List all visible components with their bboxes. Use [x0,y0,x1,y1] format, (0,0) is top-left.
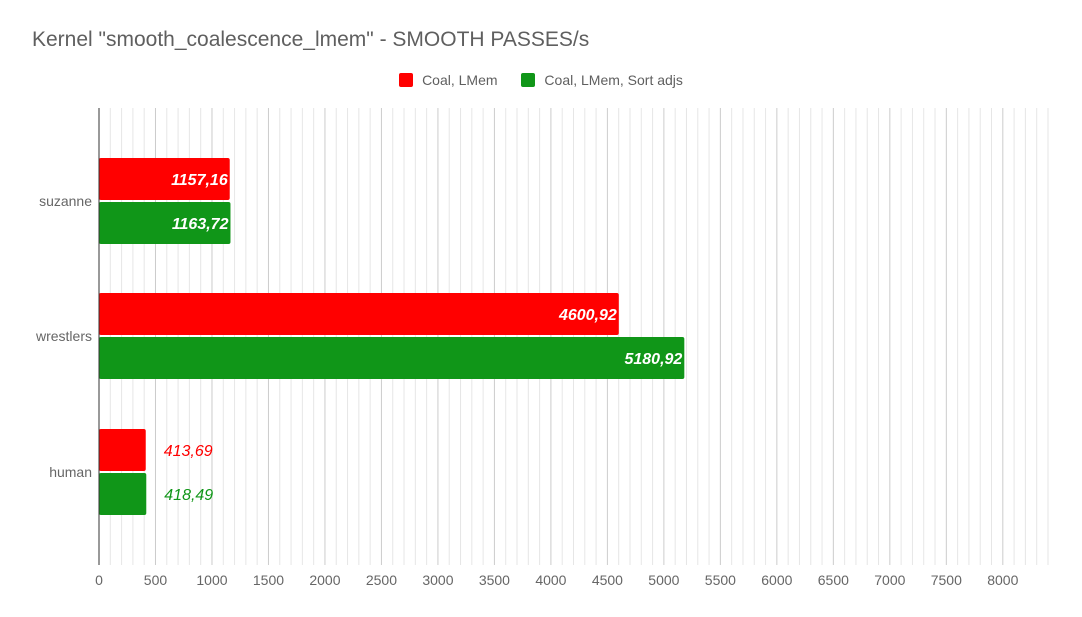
x-tick-label-7: 3500 [479,572,510,588]
bar-wrestlers-series-1 [99,293,619,335]
legend-swatch-series-1 [399,73,414,87]
data-label-wrestlers-series-1: 4600,92 [558,307,617,324]
chart-title: Kernel "smooth_coalescence_lmem" - SMOOT… [32,28,590,51]
legend-item-series-1[interactable]: Coal, LMem [399,72,498,88]
legend-label-series-2: Coal, LMem, Sort adjs [544,72,683,88]
bar-suzanne-series-1 [99,158,230,200]
data-label-wrestlers-series-2: 5180,92 [624,351,682,368]
category-label-human: human [49,464,92,480]
legend: Coal, LMem Coal, LMem, Sort adjs [0,72,1082,90]
x-tick-label-9: 4500 [592,572,623,588]
x-tick-label-11: 5500 [705,572,736,588]
x-tick-label-0: 0 [95,572,103,588]
x-tick-label-5: 2500 [366,572,397,588]
data-label-human-series-1: 413,69 [164,443,213,460]
x-tick-label-10: 5000 [648,572,679,588]
legend-label-series-1: Coal, LMem [422,72,498,88]
bar-human-series-2 [99,473,147,515]
x-tick-label-1: 500 [144,572,168,588]
bar-wrestlers-series-2 [99,337,685,379]
x-tick-label-16: 8000 [987,572,1018,588]
x-tick-label-6: 3000 [422,572,453,588]
category-label-suzanne: suzanne [39,193,92,209]
x-tick-label-13: 6500 [818,572,849,588]
data-label-suzanne-series-1: 1157,16 [171,172,228,189]
bar-suzanne-series-2 [99,202,231,244]
x-tick-label-4: 2000 [309,572,340,588]
x-tick-label-15: 7500 [931,572,962,588]
legend-item-series-2[interactable]: Coal, LMem, Sort adjs [521,72,683,88]
data-label-human-series-2: 418,49 [164,487,213,504]
x-tick-label-3: 1500 [253,572,284,588]
x-tick-label-12: 6000 [761,572,792,588]
legend-swatch-series-2 [521,73,536,87]
x-tick-label-2: 1000 [196,572,227,588]
bar-human-series-1 [99,429,146,471]
data-label-suzanne-series-2: 1163,72 [172,216,229,233]
category-label-wrestlers: wrestlers [35,328,92,344]
x-tick-label-8: 4000 [535,572,566,588]
x-tick-label-14: 7000 [874,572,905,588]
